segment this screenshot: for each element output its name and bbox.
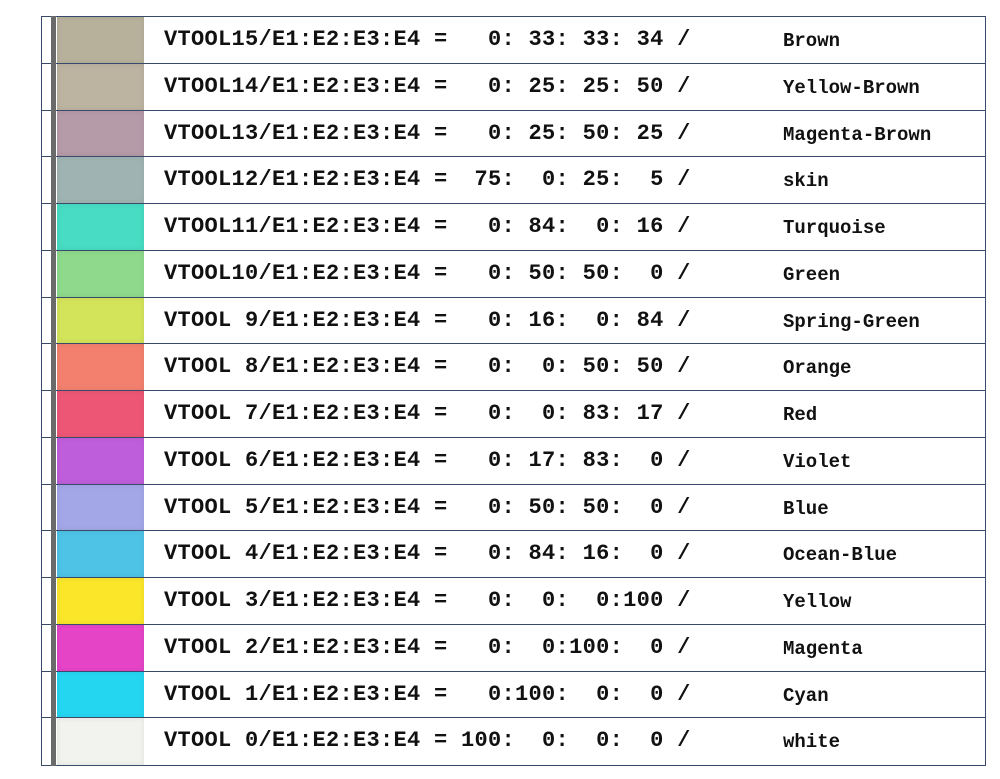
color-name: Green: [783, 263, 841, 286]
color-swatch: [57, 110, 144, 157]
color-swatch: [57, 344, 144, 390]
color-name: Yellow-Brown: [783, 76, 920, 99]
vtool-code: VTOOL10/E1:E2:E3:E4 = 0: 50: 50: 0 /: [164, 260, 691, 286]
color-swatch: [57, 63, 144, 110]
color-name: Turquoise: [783, 217, 886, 239]
table-row: VTOOL 7/E1:E2:E3:E4 = 0: 0: 83: 17 / Red: [42, 391, 985, 438]
color-name: Spring-Green: [783, 310, 920, 333]
color-name: Red: [783, 404, 818, 426]
color-swatch: [57, 578, 144, 624]
table-row: VTOOL 2/E1:E2:E3:E4 = 0: 0:100: 0 / Magen…: [42, 624, 985, 672]
color-name: Orange: [783, 357, 852, 380]
color-name: Violet: [783, 450, 852, 473]
color-swatch: [57, 531, 144, 577]
color-name: Magenta: [783, 637, 863, 660]
vtool-code: VTOOL 8/E1:E2:E3:E4 = 0: 0: 50: 50 /: [164, 354, 691, 380]
table-row: VTOOL11/E1:E2:E3:E4 = 0: 84: 0: 16 / Turq…: [42, 204, 985, 251]
color-swatch: [57, 204, 144, 250]
vtool-code: VTOOL13/E1:E2:E3:E4 = 0: 25: 50: 25 /: [164, 120, 691, 146]
table-row: VTOOL 5/E1:E2:E3:E4 = 0: 50: 50: 0 / Blue: [42, 484, 985, 532]
color-swatch: [57, 718, 144, 765]
table-row: VTOOL10/E1:E2:E3:E4 = 0: 50: 50: 0 / Gree…: [42, 250, 985, 298]
color-swatch: [57, 157, 144, 203]
left-edge-bar: [51, 16, 56, 766]
table-row: VTOOL 6/E1:E2:E3:E4 = 0: 17: 83: 0 / Viol…: [42, 437, 985, 485]
vtool-code: VTOOL 9/E1:E2:E3:E4 = 0: 16: 0: 84 /: [164, 307, 691, 333]
color-name: Brown: [783, 30, 841, 52]
table-row: VTOOL15/E1:E2:E3:E4 = 0: 33: 33: 34 / Bro…: [42, 17, 985, 64]
color-swatch: [57, 671, 144, 718]
table-row: VTOOL 9/E1:E2:E3:E4 = 0: 16: 0: 84 / Spri…: [42, 297, 985, 345]
table-row: VTOOL 4/E1:E2:E3:E4 = 0: 84: 16: 0 / Ocea…: [42, 531, 985, 578]
vtool-code: VTOOL 4/E1:E2:E3:E4 = 0: 84: 16: 0 /: [164, 541, 691, 567]
vtool-code: VTOOL 6/E1:E2:E3:E4 = 0: 17: 83: 0 /: [164, 447, 691, 473]
color-swatch: [57, 484, 144, 531]
vtool-code: VTOOL11/E1:E2:E3:E4 = 0: 84: 0: 16 /: [164, 214, 691, 239]
vtool-code: VTOOL 2/E1:E2:E3:E4 = 0: 0:100: 0 /: [164, 634, 691, 660]
color-name: Ocean-Blue: [783, 544, 898, 567]
table-row: VTOOL14/E1:E2:E3:E4 = 0: 25: 25: 50 / Yel…: [42, 63, 985, 111]
table-row: VTOOL 3/E1:E2:E3:E4 = 0: 0: 0:100 / Yello…: [42, 578, 985, 625]
table-row: VTOOL13/E1:E2:E3:E4 = 0: 25: 50: 25 / Mag…: [42, 110, 985, 158]
vtool-code: VTOOL 0/E1:E2:E3:E4 = 100: 0: 0: 0 /: [164, 728, 691, 754]
table-row: VTOOL 0/E1:E2:E3:E4 = 100: 0: 0: 0 / whit…: [42, 718, 985, 765]
table-row: VTOOL 8/E1:E2:E3:E4 = 0: 0: 50: 50 / Oran…: [42, 344, 985, 391]
color-swatch: [57, 297, 144, 344]
color-name: white: [783, 731, 841, 754]
vtool-code: VTOOL 1/E1:E2:E3:E4 = 0:100: 0: 0 /: [164, 681, 691, 707]
color-name: Blue: [783, 497, 829, 520]
vtool-code: VTOOL 3/E1:E2:E3:E4 = 0: 0: 0:100 /: [164, 588, 691, 613]
color-swatch: [57, 250, 144, 297]
vtool-code: VTOOL15/E1:E2:E3:E4 = 0: 33: 33: 34 /: [164, 27, 691, 52]
table-row: VTOOL 1/E1:E2:E3:E4 = 0:100: 0: 0 / Cyan: [42, 671, 985, 719]
color-name: Cyan: [783, 684, 829, 707]
color-swatch: [57, 624, 144, 671]
vtool-code: VTOOL 5/E1:E2:E3:E4 = 0: 50: 50: 0 /: [164, 494, 691, 520]
color-name: Yellow: [783, 591, 852, 613]
color-name: skin: [783, 170, 829, 193]
vtool-code: VTOOL14/E1:E2:E3:E4 = 0: 25: 25: 50 /: [164, 73, 691, 99]
color-swatch: [57, 17, 144, 63]
color-swatch: [57, 391, 144, 437]
table-row: VTOOL12/E1:E2:E3:E4 = 75: 0: 25: 5 / skin: [42, 157, 985, 204]
color-swatch: [57, 437, 144, 484]
vtool-code: VTOOL 7/E1:E2:E3:E4 = 0: 0: 83: 17 /: [164, 401, 691, 426]
color-name: Magenta-Brown: [783, 123, 932, 146]
vtool-color-table: VTOOL15/E1:E2:E3:E4 = 0: 33: 33: 34 / Bro…: [41, 16, 986, 766]
vtool-code: VTOOL12/E1:E2:E3:E4 = 75: 0: 25: 5 /: [164, 167, 691, 193]
